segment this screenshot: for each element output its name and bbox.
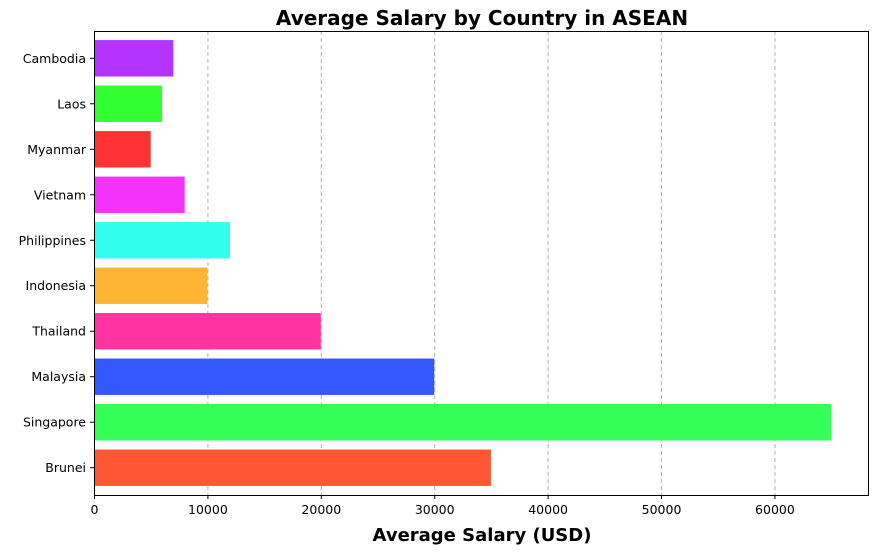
y-tick-label-thailand: Thailand [31,324,86,339]
x-tick-label-1: 10000 [188,502,228,517]
bar-thailand [94,313,321,350]
bar-malaysia [94,358,435,395]
x-tick-label-0: 0 [91,502,99,517]
bar-laos [94,85,163,122]
y-tick-label-vietnam: Vietnam [34,187,86,202]
x-axis-title: Average Salary (USD) [373,525,592,546]
x-tick-label-5: 50000 [642,502,682,517]
bars [94,40,832,486]
y-tick-label-laos: Laos [57,96,86,111]
x-tick-label-4: 40000 [528,502,568,517]
y-tick-label-brunei: Brunei [45,460,86,475]
y-axis-ticks: Brunei Singapore Malaysia Thailand Indonesia… [19,51,94,475]
bar-cambodia [94,40,174,77]
y-tick-label-myanmar: Myanmar [27,142,87,157]
bar-indonesia [94,267,208,304]
x-tick-label-3: 30000 [415,502,455,517]
chart-title: Average Salary by Country in ASEAN [276,6,688,30]
y-tick-label-cambodia: Cambodia [23,51,86,66]
bar-singapore [94,404,832,441]
x-axis-ticks: 0 10000 20000 30000 40000 50000 60000 [91,495,795,517]
y-tick-label-philippines: Philippines [19,233,86,248]
plot-frame [94,31,869,496]
x-tick-label-6: 60000 [755,502,795,517]
y-tick-label-indonesia: Indonesia [26,278,86,293]
bar-vietnam [94,176,185,213]
bar-brunei [94,449,491,486]
y-tick-label-singapore: Singapore [23,415,86,430]
y-tick-label-malaysia: Malaysia [31,369,86,384]
bar-philippines [94,222,231,259]
bar-myanmar [94,131,151,168]
x-tick-label-2: 20000 [301,502,341,517]
